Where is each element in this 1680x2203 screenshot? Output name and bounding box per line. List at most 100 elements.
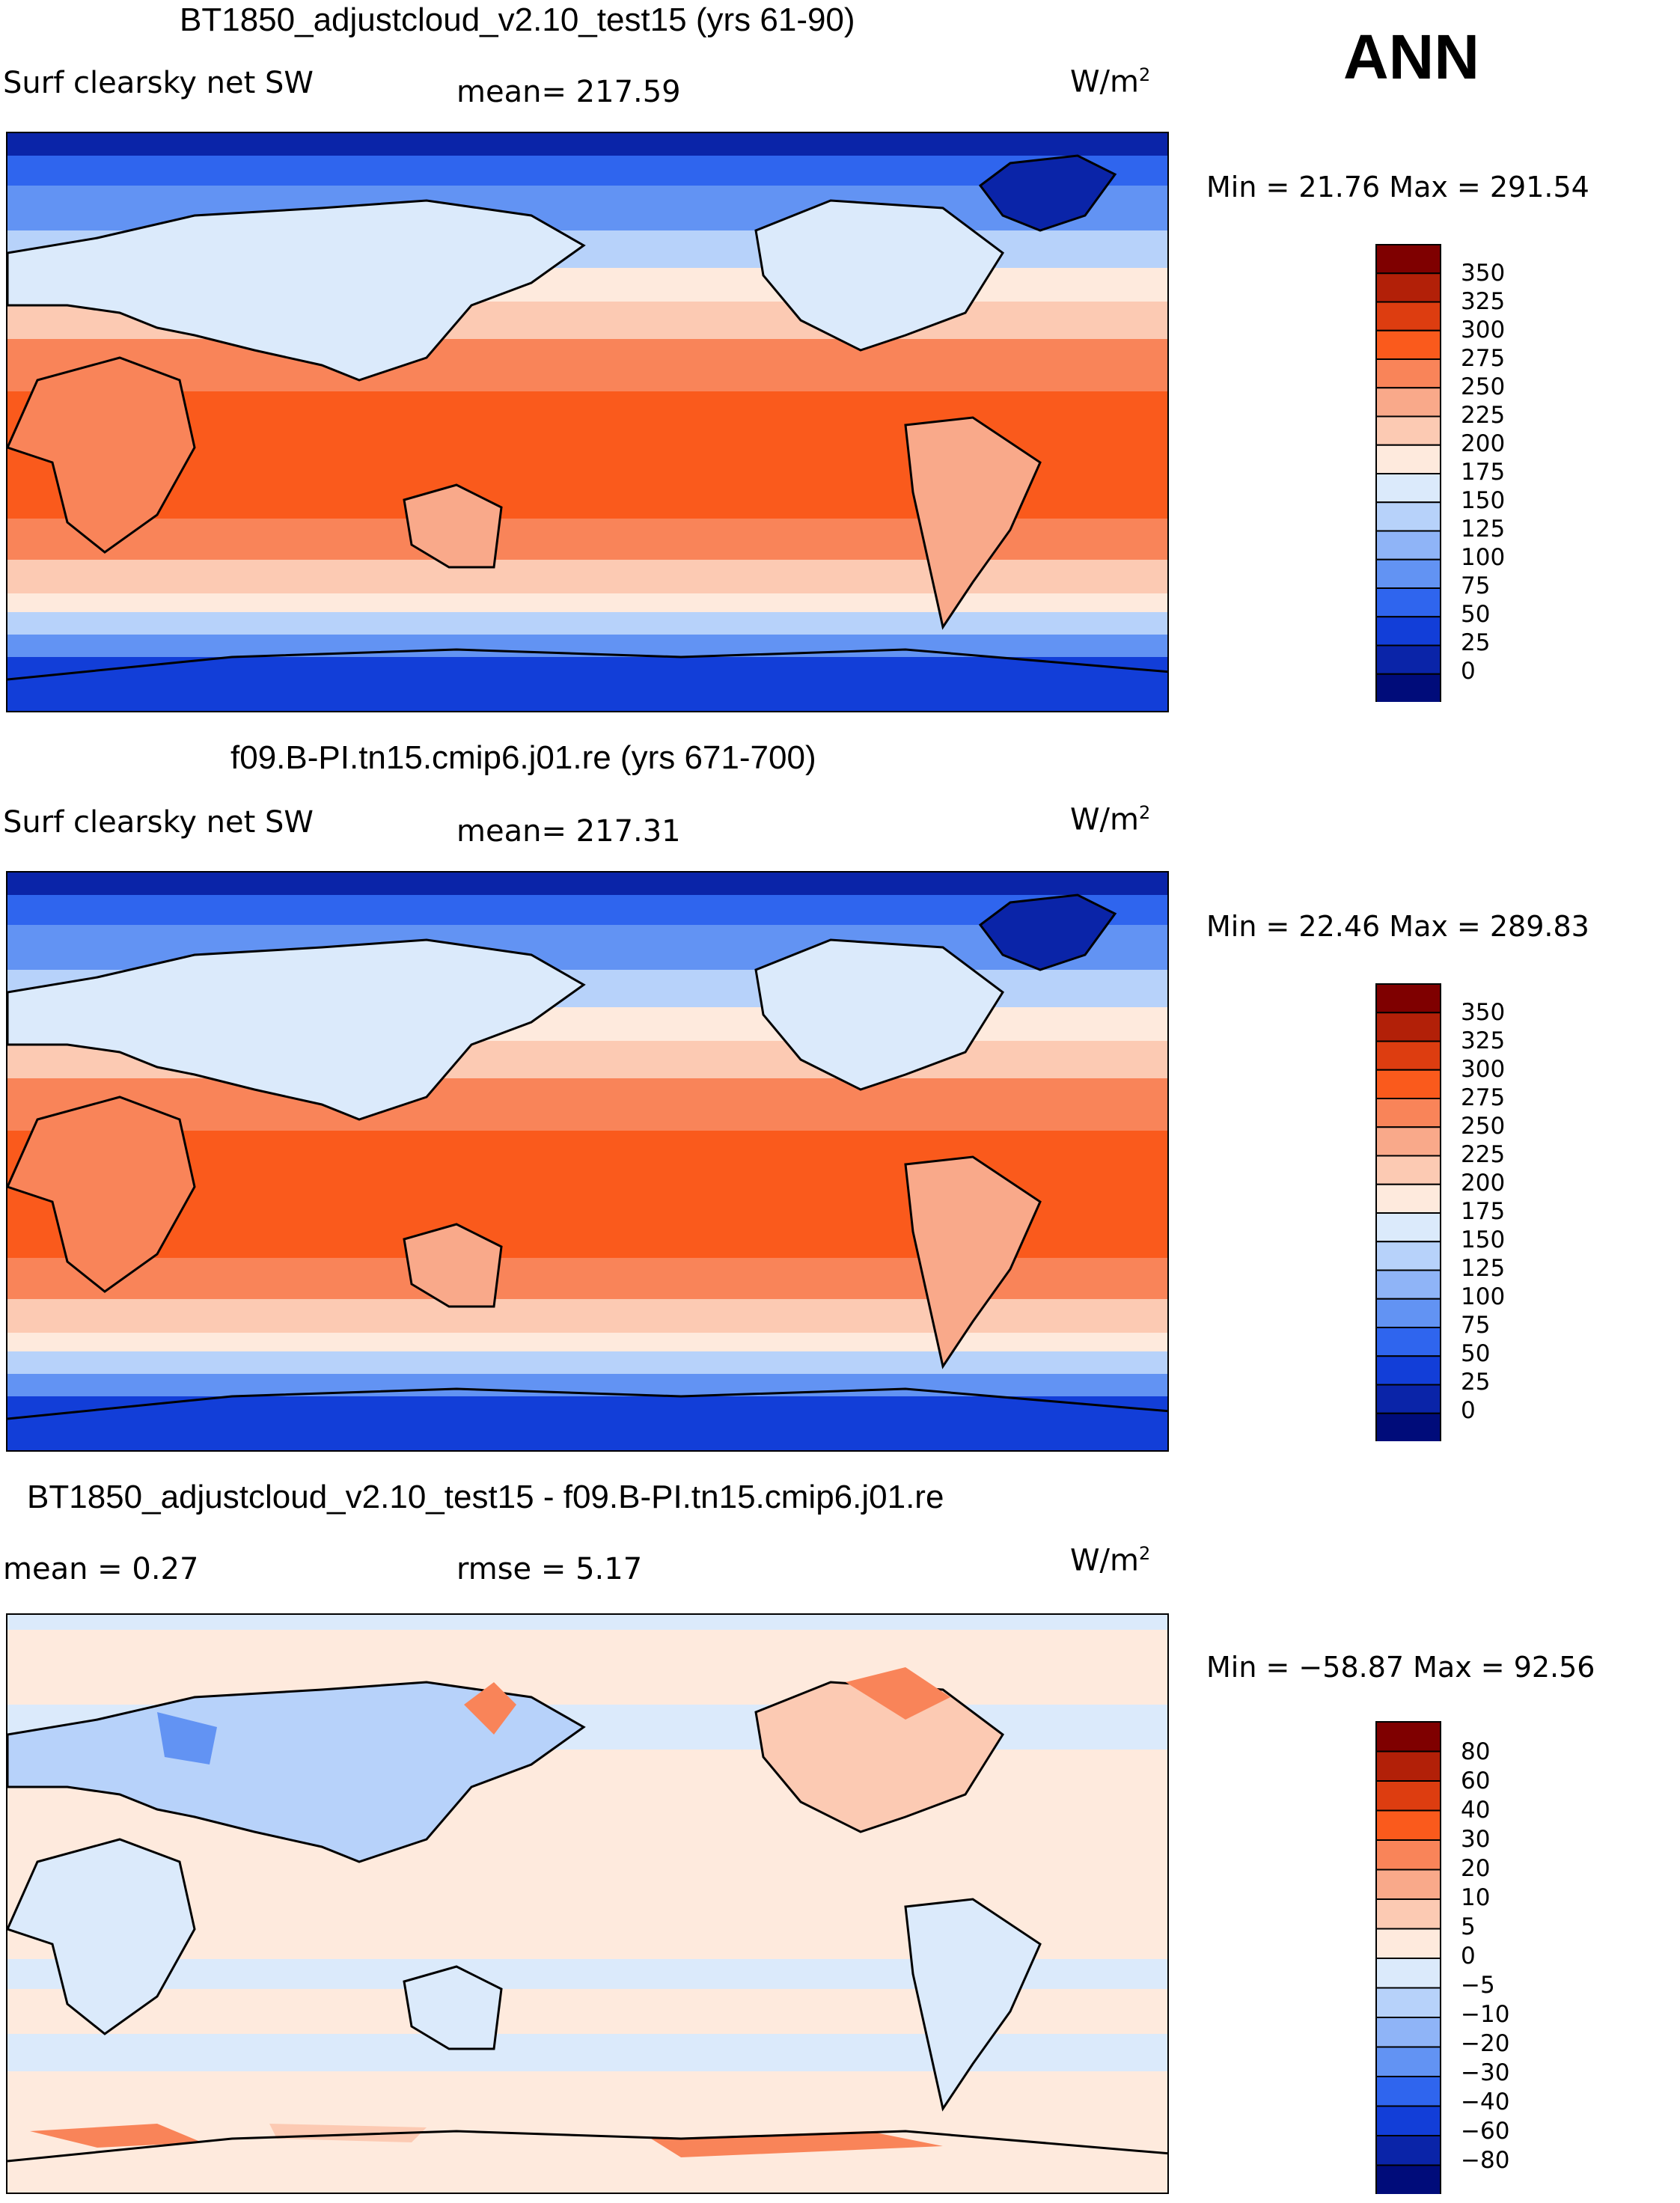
- colorbar-swatch: [1375, 983, 1441, 1014]
- colorbar-swatch: [1375, 1750, 1441, 1782]
- colorbar-tick-label: 50: [1461, 1340, 1491, 1367]
- panel2-mean-label: mean= 217.31: [456, 814, 681, 849]
- colorbar-tick-label: −30: [1461, 2059, 1510, 2086]
- colorbar-tick-label: 100: [1461, 1283, 1506, 1310]
- colorbar-tick-label: 125: [1461, 1255, 1506, 1282]
- colorbar-tick-label: 5: [1461, 1913, 1476, 1940]
- panel2-variable-label: Surf clearsky net SW: [3, 805, 314, 840]
- colorbar-tick-label: 150: [1461, 1226, 1506, 1253]
- panel3-field: [7, 1615, 1167, 2193]
- colorbar-tick-label: 75: [1461, 1312, 1491, 1339]
- colorbar-tick-label: 325: [1461, 288, 1506, 315]
- colorbar-swatch: [1375, 244, 1441, 275]
- colorbar-swatch: [1375, 1298, 1441, 1328]
- colorbar-swatch: [1375, 1327, 1441, 1357]
- colorbar-swatch: [1375, 2164, 1441, 2194]
- panel3-colorbar-swatches: [1375, 1721, 1441, 2194]
- colorbar-swatch: [1375, 1780, 1441, 1812]
- panel2-field: [7, 873, 1167, 1450]
- colorbar-swatch: [1375, 673, 1441, 702]
- colorbar-swatch: [1375, 272, 1441, 303]
- panel2-map: [6, 871, 1169, 1452]
- colorbar-swatch: [1375, 1241, 1441, 1271]
- colorbar-tick-label: 0: [1461, 658, 1476, 685]
- colorbar-swatch: [1375, 2076, 1441, 2107]
- panel2-units: W/m2: [1070, 802, 1151, 837]
- panel1-minmax: Min = 21.76 Max = 291.54: [1206, 171, 1589, 204]
- colorbar-swatch: [1375, 1040, 1441, 1071]
- panel1-mean-label: mean= 217.59: [456, 75, 681, 109]
- colorbar-swatch: [1375, 1069, 1441, 1099]
- colorbar-swatch: [1375, 1355, 1441, 1386]
- colorbar-tick-label: 300: [1461, 1056, 1506, 1083]
- colorbar-tick-label: 10: [1461, 1884, 1491, 1911]
- colorbar-swatch: [1375, 501, 1441, 532]
- colorbar-tick-label: 225: [1461, 1141, 1506, 1168]
- colorbar-swatch: [1375, 415, 1441, 446]
- colorbar-swatch: [1375, 644, 1441, 675]
- colorbar-tick-label: 175: [1461, 459, 1506, 486]
- colorbar-tick-label: −20: [1461, 2030, 1510, 2057]
- panel3-units: W/m2: [1070, 1543, 1151, 1578]
- colorbar-swatch: [1375, 387, 1441, 418]
- panel1-colorbar-swatches: [1375, 244, 1441, 702]
- colorbar-swatch: [1375, 473, 1441, 504]
- colorbar-tick-label: −10: [1461, 2001, 1510, 2028]
- colorbar-tick-label: 175: [1461, 1198, 1506, 1225]
- colorbar-swatch: [1375, 1155, 1441, 1185]
- colorbar-swatch: [1375, 1898, 1441, 1930]
- colorbar-swatch: [1375, 616, 1441, 647]
- colorbar-tick-label: 50: [1461, 601, 1491, 628]
- colorbar-swatch: [1375, 301, 1441, 331]
- colorbar-tick-label: 225: [1461, 402, 1506, 429]
- colorbar-tick-label: 350: [1461, 260, 1506, 287]
- colorbar-swatch: [1375, 1212, 1441, 1243]
- colorbar-tick-label: 75: [1461, 572, 1491, 599]
- colorbar-swatch: [1375, 1269, 1441, 1300]
- colorbar-swatch: [1375, 1928, 1441, 1959]
- colorbar-swatch: [1375, 530, 1441, 560]
- colorbar-tick-label: 200: [1461, 430, 1506, 457]
- colorbar-tick-label: 0: [1461, 1943, 1476, 1970]
- colorbar-tick-label: 100: [1461, 544, 1506, 571]
- panel1-map: [6, 132, 1169, 712]
- colorbar-tick-label: 30: [1461, 1826, 1491, 1853]
- colorbar-swatch: [1375, 1126, 1441, 1157]
- panel2-title: f09.B-PI.tn15.cmip6.j01.re (yrs 671-700): [230, 739, 816, 776]
- colorbar-tick-label: 150: [1461, 487, 1506, 514]
- colorbar-swatch: [1375, 1384, 1441, 1414]
- panel3-mean-label: mean = 0.27: [3, 1552, 199, 1586]
- panel1-field: [7, 133, 1167, 711]
- colorbar-swatch: [1375, 2046, 1441, 2077]
- colorbar-tick-label: −5: [1461, 1972, 1495, 1999]
- colorbar-tick-label: −60: [1461, 2118, 1510, 2145]
- panel1-units: W/m2: [1070, 64, 1151, 100]
- colorbar-tick-label: 200: [1461, 1170, 1506, 1197]
- colorbar-swatch: [1375, 1958, 1441, 1989]
- panel3-rmse-label: rmse = 5.17: [456, 1552, 643, 1586]
- colorbar-swatch: [1375, 2017, 1441, 2048]
- colorbar-swatch: [1375, 1012, 1441, 1042]
- panel3-map: [6, 1613, 1169, 2194]
- colorbar-swatch: [1375, 1869, 1441, 1900]
- colorbar-tick-label: 125: [1461, 516, 1506, 543]
- colorbar-tick-label: 25: [1461, 1369, 1491, 1396]
- colorbar-swatch: [1375, 558, 1441, 589]
- panel3-title: BT1850_adjustcloud_v2.10_test15 - f09.B-…: [27, 1479, 944, 1515]
- colorbar-swatch: [1375, 2105, 1441, 2136]
- colorbar-tick-label: −80: [1461, 2147, 1510, 2174]
- panel2-minmax: Min = 22.46 Max = 289.83: [1206, 910, 1589, 943]
- colorbar-swatch: [1375, 358, 1441, 389]
- colorbar-tick-label: −40: [1461, 2089, 1510, 2115]
- colorbar-swatch: [1375, 1721, 1441, 1753]
- colorbar-tick-label: 275: [1461, 345, 1506, 372]
- colorbar-tick-label: 80: [1461, 1738, 1491, 1765]
- colorbar-tick-label: 20: [1461, 1855, 1491, 1882]
- colorbar-tick-label: 350: [1461, 999, 1506, 1026]
- panel1-variable-label: Surf clearsky net SW: [3, 66, 314, 100]
- panel3-minmax: Min = −58.87 Max = 92.56: [1206, 1651, 1595, 1684]
- panel1-title: BT1850_adjustcloud_v2.10_test15 (yrs 61-…: [180, 1, 855, 38]
- colorbar-tick-label: 40: [1461, 1797, 1491, 1824]
- panel2-colorbar-swatches: [1375, 983, 1441, 1441]
- colorbar-swatch: [1375, 1809, 1441, 1841]
